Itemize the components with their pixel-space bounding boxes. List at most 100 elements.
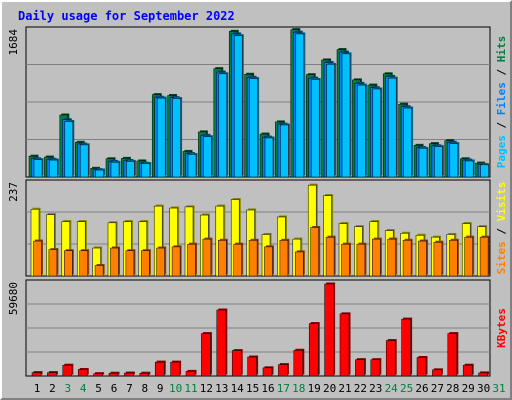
bar-pages-day-2 bbox=[49, 159, 58, 178]
bar-kbytes-day-3 bbox=[62, 364, 73, 377]
bar-kbytes-day-12 bbox=[201, 333, 211, 377]
bar-pages-day-29 bbox=[464, 160, 474, 178]
bar-sites-day-13 bbox=[218, 240, 227, 277]
side-label-visits-sites: Sites / Visits bbox=[495, 182, 508, 275]
panel-visits-sites: 237 Sites / Visits bbox=[7, 179, 508, 277]
bar-kbytes-day-26 bbox=[416, 357, 427, 377]
bar-pages-day-20 bbox=[326, 64, 335, 178]
y-max-label: 1684 bbox=[7, 29, 20, 56]
bar-pages-day-15 bbox=[249, 78, 258, 178]
bar-sites-day-10 bbox=[171, 246, 181, 277]
panel-kbytes: 59680 KBytes bbox=[7, 279, 508, 377]
y-max-label: 237 bbox=[7, 182, 20, 202]
day-label-10: 10 bbox=[169, 382, 182, 395]
bar-pages-day-12 bbox=[203, 136, 212, 178]
bar-pages-day-18 bbox=[295, 33, 305, 178]
bar-kbytes-day-19 bbox=[308, 323, 319, 377]
bar-kbytes-day-21 bbox=[339, 313, 350, 377]
day-label-22: 22 bbox=[354, 382, 367, 395]
bar-kbytes-day-4 bbox=[77, 369, 88, 377]
day-label-18: 18 bbox=[292, 382, 305, 395]
bar-pages-day-24 bbox=[387, 77, 397, 178]
side-label-part: Hits bbox=[495, 36, 508, 63]
panel-hits-files-pages: 1684 Pages / Files / Hits bbox=[7, 26, 508, 178]
bar-sites-day-17 bbox=[279, 240, 289, 277]
day-label-14: 14 bbox=[231, 382, 245, 395]
day-label-23: 23 bbox=[369, 382, 382, 395]
bar-kbytes-day-16 bbox=[262, 367, 273, 377]
bar-kbytes-day-27 bbox=[432, 369, 442, 377]
day-label-25: 25 bbox=[400, 382, 413, 395]
day-label-26: 26 bbox=[415, 382, 428, 395]
bar-kbytes-day-6 bbox=[108, 372, 119, 377]
bar-pages-day-17 bbox=[280, 124, 289, 178]
bar-kbytes-day-11 bbox=[185, 371, 196, 377]
day-label-8: 8 bbox=[141, 382, 148, 395]
bar-pages-day-11 bbox=[187, 154, 197, 178]
bar-sites-day-26 bbox=[418, 240, 427, 277]
bar-sites-day-15 bbox=[248, 240, 258, 277]
day-label-11: 11 bbox=[184, 382, 197, 395]
side-label-part: / bbox=[495, 115, 508, 135]
bar-kbytes-day-2 bbox=[47, 372, 57, 377]
bar-sites-day-20 bbox=[325, 236, 335, 277]
bar-kbytes-day-7 bbox=[124, 372, 134, 377]
bar-sites-day-22 bbox=[356, 243, 366, 277]
bar-kbytes-day-22 bbox=[355, 359, 365, 377]
bar-sites-day-8 bbox=[141, 250, 150, 277]
bar-pages-day-1 bbox=[33, 159, 43, 178]
day-label-17: 17 bbox=[277, 382, 290, 395]
bar-kbytes-day-24 bbox=[385, 340, 396, 377]
bar-pages-day-9 bbox=[156, 97, 166, 178]
day-label-9: 9 bbox=[157, 382, 164, 395]
day-label-5: 5 bbox=[95, 382, 102, 395]
bar-pages-day-26 bbox=[418, 148, 428, 178]
bar-kbytes-day-20 bbox=[324, 283, 334, 377]
bar-sites-day-23 bbox=[372, 238, 381, 277]
day-label-7: 7 bbox=[126, 382, 133, 395]
day-axis: 1 2 3 4 5 6 7 8 9 10 11 12 13 14 15 16 17 18 19 20 21 22 23 24 2… bbox=[34, 382, 506, 395]
side-label-part: / bbox=[495, 62, 508, 82]
day-label-24: 24 bbox=[385, 382, 399, 395]
side-label-part: / bbox=[495, 221, 508, 241]
chart-title: Daily usage for September 2022 bbox=[18, 9, 235, 23]
side-label-kbytes: KBytes bbox=[495, 308, 508, 348]
bar-pages-day-19 bbox=[310, 79, 320, 178]
y-max-label: 59680 bbox=[7, 282, 20, 315]
bar-kbytes-day-30 bbox=[478, 372, 488, 377]
day-label-1: 1 bbox=[34, 382, 41, 395]
bar-pages-day-28 bbox=[449, 143, 459, 178]
bar-kbytes-day-18 bbox=[293, 350, 304, 377]
bar-kbytes-day-17 bbox=[278, 364, 288, 377]
side-label-hits-files-pages: Pages / Files / Hits bbox=[495, 36, 508, 169]
day-label-28: 28 bbox=[446, 382, 459, 395]
day-label-27: 27 bbox=[431, 382, 444, 395]
bar-sites-day-24 bbox=[387, 238, 396, 277]
bar-kbytes-day-5 bbox=[93, 373, 103, 377]
bar-kbytes-day-14 bbox=[231, 350, 242, 377]
bar-kbytes-day-9 bbox=[154, 361, 165, 377]
bar-kbytes-day-1 bbox=[31, 372, 42, 377]
bar-kbytes-day-13 bbox=[216, 309, 227, 377]
bar-pages-day-8 bbox=[141, 163, 151, 178]
side-label-part: Pages bbox=[495, 135, 508, 168]
bar-kbytes-day-8 bbox=[139, 372, 150, 377]
bar-sites-day-12 bbox=[202, 238, 212, 277]
day-label-16: 16 bbox=[261, 382, 274, 395]
bar-kbytes-day-15 bbox=[247, 356, 257, 377]
bar-pages-day-13 bbox=[218, 73, 228, 178]
side-label-part: Visits bbox=[495, 182, 508, 222]
bar-pages-day-21 bbox=[341, 53, 351, 178]
bar-sites-day-18 bbox=[295, 251, 304, 277]
bar-sites-day-2 bbox=[48, 249, 58, 277]
day-label-29: 29 bbox=[462, 382, 475, 395]
day-label-12: 12 bbox=[200, 382, 213, 395]
bar-sites-day-28 bbox=[449, 240, 458, 277]
bar-sites-day-1 bbox=[33, 240, 42, 277]
bar-pages-day-7 bbox=[126, 161, 135, 178]
bar-sites-day-27 bbox=[433, 241, 443, 277]
bar-sites-day-29 bbox=[464, 236, 473, 277]
day-label-13: 13 bbox=[215, 382, 228, 395]
bar-pages-day-16 bbox=[264, 137, 274, 178]
